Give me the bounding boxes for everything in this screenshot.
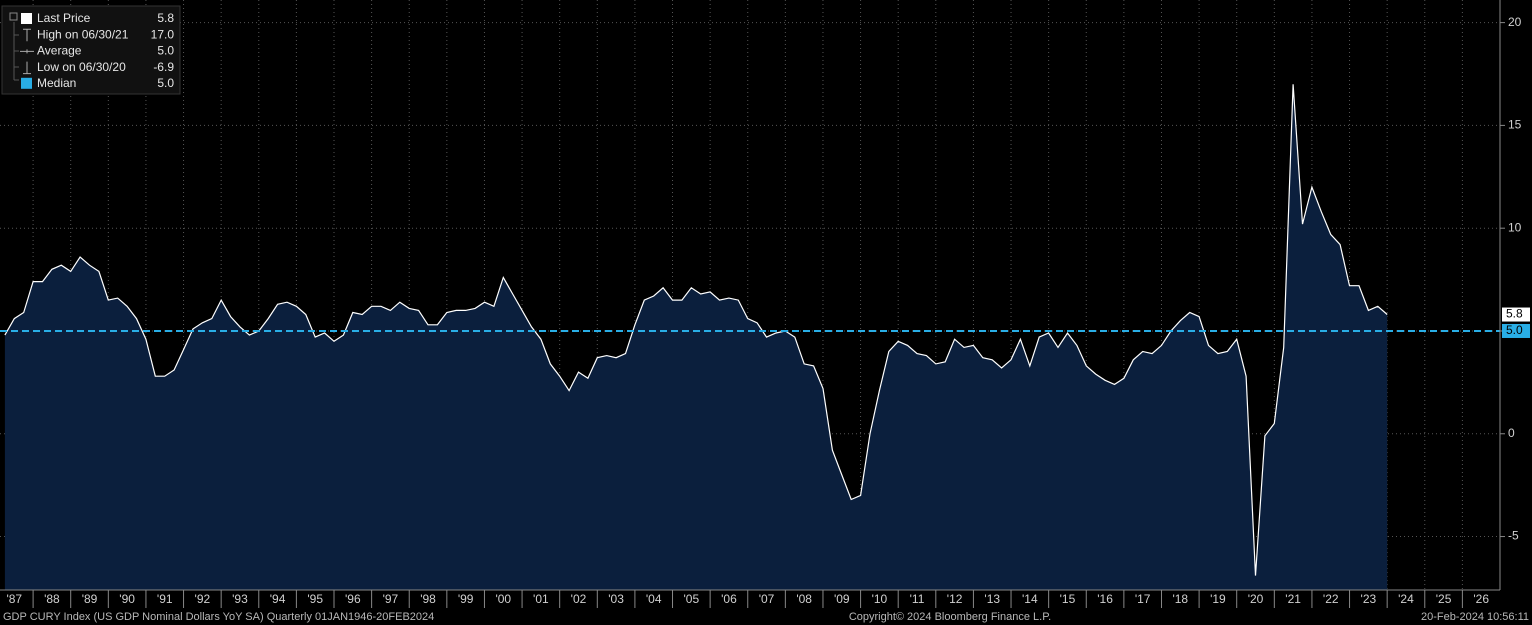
x-tick-label: '04 — [646, 592, 662, 606]
y-tick-label: 0 — [1508, 426, 1515, 440]
x-tick-label: '18 — [1172, 592, 1188, 606]
legend-value: -6.9 — [153, 60, 174, 74]
legend-value: 5.8 — [157, 11, 174, 25]
area — [4, 84, 1388, 591]
y-tick-label: 10 — [1508, 220, 1522, 234]
median-label: 5.0 — [1506, 323, 1523, 337]
x-tick-label: '98 — [420, 592, 436, 606]
legend-label: Median — [37, 76, 76, 90]
legend-label: Low on 06/30/20 — [37, 60, 126, 74]
x-tick-label: '11 — [910, 592, 925, 606]
x-tick-label: '88 — [44, 592, 60, 606]
x-tick-label: '03 — [608, 592, 624, 606]
x-tick-label: '25 — [1436, 592, 1452, 606]
x-tick-label: '20 — [1248, 592, 1264, 606]
x-tick-label: '21 — [1285, 592, 1301, 606]
legend-tree — [13, 22, 19, 81]
x-tick-label: '19 — [1210, 592, 1226, 606]
legend-icon — [23, 28, 31, 42]
median-tag — [1502, 323, 1530, 338]
x-tick-label: '05 — [684, 592, 700, 606]
x-tick-label: '26 — [1473, 592, 1489, 606]
x-tick-label: '94 — [270, 592, 286, 606]
x-tick-label: '00 — [495, 592, 511, 606]
plot-area — [0, 0, 1500, 591]
x-tick-label: '23 — [1361, 592, 1377, 606]
x-tick-label: '24 — [1398, 592, 1414, 606]
y-tick-label: 15 — [1508, 118, 1522, 132]
x-tick-label: '92 — [195, 592, 211, 606]
x-tick-label: '91 — [157, 592, 173, 606]
x-tick-label: '02 — [571, 592, 587, 606]
x-tick-label: '09 — [834, 592, 850, 606]
x-tick-label: '93 — [232, 592, 248, 606]
footer-right: 20-Feb-2024 10:56:11 — [1421, 611, 1529, 623]
legend-label: Last Price — [37, 11, 91, 25]
legend-value: 5.0 — [157, 44, 174, 58]
x-tick-label: '17 — [1135, 592, 1151, 606]
legend-value: 5.0 — [157, 76, 174, 90]
x-tick-label: '07 — [759, 592, 775, 606]
x-tick-label: '06 — [721, 592, 737, 606]
x-tick-label: '99 — [458, 592, 474, 606]
x-tick-label: '95 — [307, 592, 323, 606]
x-tick-label: '13 — [984, 592, 1000, 606]
footer-center: Copyright© 2024 Bloomberg Finance L.P. — [849, 611, 1051, 623]
x-tick-label: '89 — [82, 592, 98, 606]
legend-label: Average — [37, 44, 82, 58]
legend-collapse — [9, 12, 18, 21]
x-tick-label: '10 — [872, 592, 888, 606]
legend-icon — [23, 61, 31, 75]
x-tick-label: '01 — [533, 592, 549, 606]
y-tick-label: 20 — [1508, 15, 1522, 29]
x-tick-label: '08 — [796, 592, 812, 606]
y-tick-label: -5 — [1508, 529, 1519, 543]
x-tick-label: '96 — [345, 592, 361, 606]
footer-bar — [0, 608, 1532, 625]
legend-icon — [21, 13, 32, 24]
legend-icon — [21, 77, 32, 89]
x-tick-label: '90 — [119, 592, 135, 606]
x-tick-label: '97 — [383, 592, 399, 606]
x-tick-label: '14 — [1022, 592, 1038, 606]
line — [4, 84, 1388, 576]
x-tick-label: '15 — [1060, 592, 1076, 606]
last-value-label: 5.8 — [1506, 307, 1523, 321]
legend-label: High on 06/30/21 — [37, 27, 129, 41]
x-tick-label: '22 — [1323, 592, 1339, 606]
x-tick-label: '87 — [6, 592, 22, 606]
legend-icon — [20, 49, 34, 54]
x-tick-label: '12 — [947, 592, 963, 606]
last-value-tag — [1502, 307, 1530, 322]
x-tick-label: '16 — [1097, 592, 1113, 606]
legend-value: 17.0 — [151, 27, 175, 41]
footer-left: GDP CURY Index (US GDP Nominal Dollars Y… — [3, 611, 434, 623]
